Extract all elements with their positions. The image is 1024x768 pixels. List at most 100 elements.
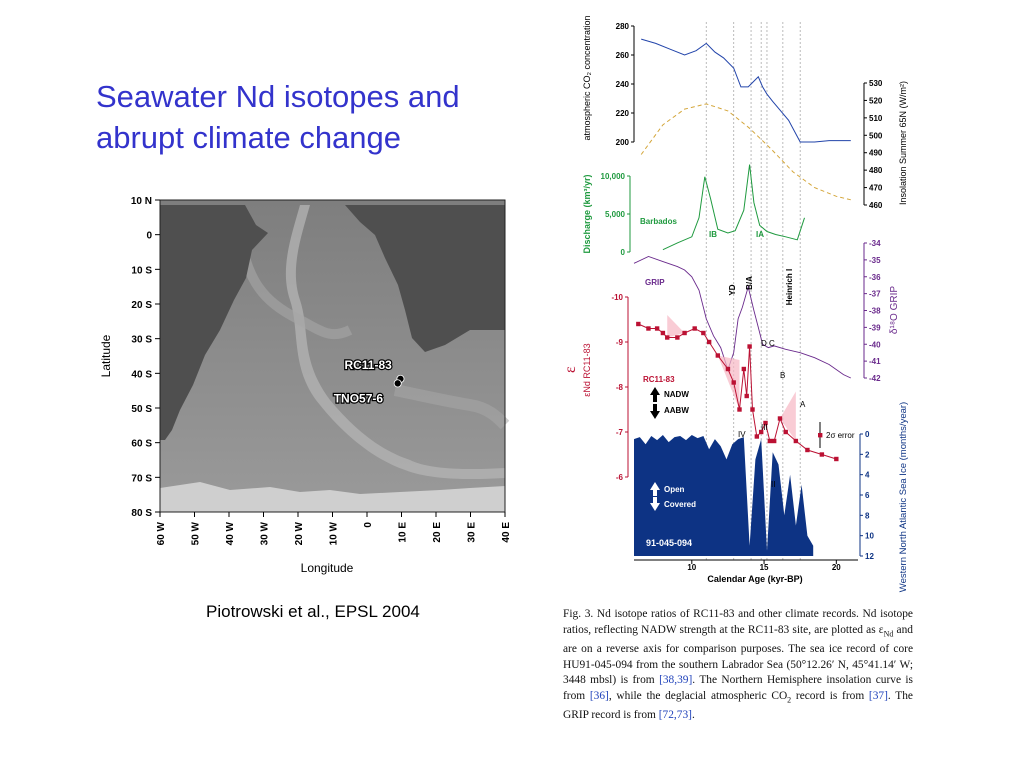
- insolation-tick-label: 500: [869, 131, 883, 140]
- end-data-point: [819, 452, 825, 457]
- lat-label: 60 S: [131, 439, 152, 450]
- grip-tick-label: -34: [869, 239, 881, 248]
- ocean-map: 10 N 0 10 S 20 S 30 S 40 S 50 S 60 S 70 S 80 S 60 …: [99, 196, 512, 575]
- co2-axis-title: atmospheric CO₂ concentration: [582, 15, 592, 140]
- x-tick-label: 20: [832, 563, 841, 572]
- end-data-point: [744, 393, 749, 399]
- end-data-point: [682, 330, 687, 336]
- end-data-point: [675, 335, 680, 340]
- core-site-label: RC11-83: [344, 358, 392, 372]
- end-data-point: [754, 434, 760, 439]
- lon-label: 50 W: [191, 521, 202, 545]
- caption-text-7: .: [691, 709, 695, 722]
- event-label: D: [761, 339, 767, 348]
- insolation-tick-label: 530: [869, 79, 883, 88]
- slide-title: Seawater Nd isotopes and abrupt climate …: [96, 76, 536, 158]
- core-label-91-045-094: 91-045-094: [646, 538, 692, 548]
- agulhas-ridge: [393, 384, 510, 430]
- x-tick-label: 15: [760, 563, 769, 572]
- lon-label: 0: [363, 522, 374, 528]
- co2-tick-label: 220: [616, 109, 630, 118]
- caption-text-6: . The GRIP record is from: [563, 690, 913, 722]
- caption-text-2: and are on a reverse axis for comparison…: [563, 623, 913, 687]
- grip-tick-label: -40: [869, 340, 881, 349]
- nadw-arrow-icon: [650, 387, 660, 402]
- end-data-point: [654, 326, 660, 331]
- insolation-axis-title: Insolation Summer 65N (W/m²): [898, 81, 908, 205]
- ia-label: IA: [756, 230, 764, 239]
- event-label: II: [771, 480, 775, 489]
- event-label: III: [761, 423, 768, 432]
- lat-label: 80 S: [131, 508, 152, 519]
- event-label: IV: [738, 430, 746, 439]
- lon-label: 40 E: [501, 522, 512, 543]
- end-data-point: [715, 353, 721, 358]
- insolation-series-line: [640, 103, 851, 201]
- end-tick-label: -8: [616, 383, 624, 392]
- caption-ref-36[interactable]: [36]: [589, 690, 609, 703]
- end-data-point: [660, 330, 666, 336]
- end-data-point: [731, 380, 736, 385]
- aabw-arrow-icon: [650, 404, 660, 419]
- end-data-point: [636, 321, 641, 327]
- end-axis-title: εNd RC11-83: [582, 343, 592, 396]
- insolation-tick-label: 480: [869, 166, 883, 175]
- end-data-point: [747, 344, 752, 349]
- insolation-tick-label: 470: [869, 184, 883, 193]
- end-data-point: [701, 330, 706, 336]
- co2-tick-label: 260: [616, 51, 630, 60]
- open-arrow-icon: [650, 482, 660, 496]
- caption-ref-37[interactable]: [37]: [868, 690, 888, 703]
- barbados-label: Barbados: [640, 217, 677, 226]
- caption-text-1: Fig. 3. Nd isotope ratios of RC11-83 and…: [563, 608, 913, 636]
- end-data-point: [777, 416, 783, 421]
- open-label: Open: [664, 485, 685, 494]
- co2-tick-label: 200: [616, 138, 630, 147]
- core-site-marker: [393, 379, 402, 388]
- lat-label: 20 S: [131, 300, 152, 311]
- grip-tick-label: -35: [869, 256, 881, 265]
- lat-label: 30 S: [131, 335, 152, 346]
- end-tick-label: -9: [616, 338, 624, 347]
- seaice-tick-label: 10: [865, 532, 874, 541]
- x-tick-label: 10: [687, 563, 696, 572]
- lat-label: 10 S: [131, 265, 152, 276]
- africa: [345, 205, 505, 352]
- end-shaded-region: [667, 315, 685, 338]
- caption-ref-38-39[interactable]: [38,39]: [659, 674, 693, 687]
- caption-ref-72-73[interactable]: [72,73]: [658, 709, 692, 722]
- insolation-tick-label: 460: [869, 201, 883, 210]
- end-data-point: [706, 339, 712, 345]
- sea-ice-area: [634, 435, 814, 556]
- end-data-point: [763, 420, 768, 426]
- seaice-tick-label: 0: [865, 430, 870, 439]
- event-label: C: [769, 339, 775, 348]
- grip-tick-label: -41: [869, 357, 881, 366]
- nadw-label: NADW: [664, 390, 689, 399]
- seaice-axis-title: Western North Atlantic Sea Ice (months/y…: [898, 402, 909, 592]
- map-y-axis-label: Latitude: [99, 334, 113, 377]
- insolation-tick-label: 510: [869, 114, 883, 123]
- end-data-point: [665, 335, 670, 340]
- core-site-label: TNO57-6: [334, 391, 384, 405]
- caption-text-3: . The Northern Hemisphere insolation cur…: [563, 674, 913, 703]
- end-tick-label: -10: [611, 293, 623, 302]
- discharge-axis-title: Discharge (km³/yr): [582, 174, 592, 253]
- co2-tick-label: 240: [616, 80, 630, 89]
- lon-label: 30 W: [260, 521, 271, 545]
- end-shaded-region: [779, 391, 796, 441]
- seaice-tick-label: 6: [865, 491, 870, 500]
- end-data-point: [741, 366, 747, 372]
- co2-series-line: [641, 38, 851, 143]
- lat-label: 50 S: [131, 404, 152, 415]
- event-label: B: [780, 371, 785, 380]
- grip-tick-label: -42: [869, 374, 881, 383]
- lat-label: 40 S: [131, 369, 152, 380]
- end-tick-label: -6: [616, 473, 624, 482]
- map-x-axis-label: Longitude: [301, 561, 354, 575]
- discharge-tick-label: 10,000: [601, 172, 626, 181]
- rc11-83-label: RC11-83: [643, 375, 675, 384]
- error-label: 2σ error: [826, 431, 855, 440]
- end-data-point: [805, 447, 810, 453]
